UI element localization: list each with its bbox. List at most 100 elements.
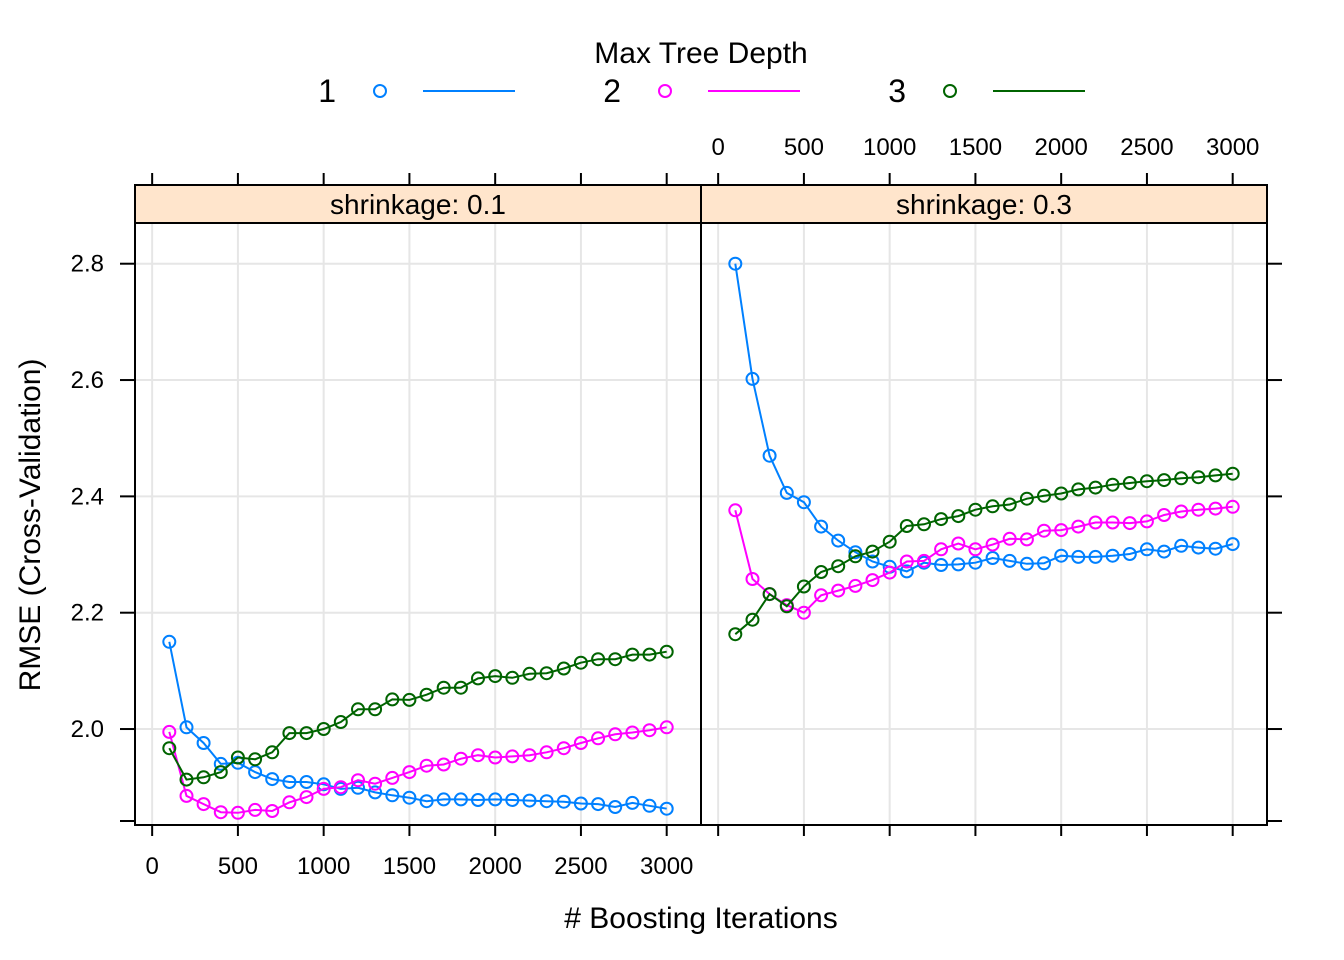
data-point-depth-1 <box>265 772 280 787</box>
series-line-depth-3 <box>168 650 667 781</box>
data-point-depth-1 <box>1139 542 1154 557</box>
data-point-depth-1 <box>728 256 743 271</box>
data-point-depth-2 <box>1019 532 1034 547</box>
y-tick-label: 2.4 <box>71 483 104 510</box>
data-point-depth-3 <box>1037 488 1051 503</box>
data-point-depth-2 <box>282 795 297 810</box>
series-line-depth-2 <box>734 505 1233 614</box>
data-point-depth-3 <box>162 741 177 756</box>
data-point-depth-3 <box>1002 497 1017 512</box>
data-point-depth-1 <box>419 794 434 809</box>
data-point-depth-3 <box>779 599 794 614</box>
data-point-depth-2 <box>831 583 846 598</box>
data-point-depth-3 <box>471 671 485 686</box>
data-point-depth-3 <box>522 666 537 681</box>
data-point-depth-1 <box>1071 549 1086 564</box>
data-point-depth-2 <box>1002 531 1017 546</box>
y-tick-label: 2.0 <box>71 716 104 743</box>
panel-strip-label: shrinkage: 0.3 <box>896 189 1072 220</box>
data-point-depth-2 <box>1088 515 1103 530</box>
panels: shrinkage: 0.1 shrinkage: 0.3 <box>134 184 1268 826</box>
data-point-depth-1 <box>1122 547 1137 561</box>
data-point-depth-3 <box>968 502 983 517</box>
data-point-depth-1 <box>402 790 417 805</box>
panel-frame <box>700 222 1268 826</box>
data-point-depth-1 <box>179 720 194 735</box>
data-point-depth-2 <box>865 573 880 588</box>
data-point-depth-3 <box>333 715 348 729</box>
data-point-depth-1 <box>1157 544 1172 559</box>
data-point-depth-3 <box>985 499 1000 514</box>
data-point-depth-3 <box>591 652 606 667</box>
data-point-depth-2 <box>1208 501 1223 516</box>
data-point-depth-1 <box>488 792 503 807</box>
data-point-depth-3 <box>230 750 245 765</box>
data-point-depth-1 <box>848 545 863 560</box>
data-point-depth-2 <box>934 542 949 557</box>
data-point-depth-2 <box>1174 504 1189 519</box>
data-point-depth-2 <box>265 804 280 818</box>
data-point-depth-1 <box>471 793 485 807</box>
data-point-depth-1 <box>453 792 468 807</box>
data-point-depth-2 <box>814 588 829 603</box>
data-point-depth-2 <box>968 542 983 557</box>
data-point-depth-3 <box>488 669 503 684</box>
data-point-depth-1 <box>814 519 829 534</box>
x-tick-label-top: 0 <box>711 134 724 161</box>
data-point-depth-2 <box>985 537 1000 552</box>
data-point-depth-3 <box>1122 476 1137 490</box>
data-point-depth-1 <box>779 485 794 500</box>
data-point-depth-1 <box>1105 548 1120 563</box>
data-point-depth-2 <box>625 725 640 740</box>
data-point-depth-3 <box>505 670 520 685</box>
data-point-depth-1 <box>642 798 657 813</box>
data-point-depth-2 <box>1122 516 1137 531</box>
data-point-depth-1 <box>659 801 674 816</box>
panel-strip <box>700 184 1268 224</box>
data-point-depth-3 <box>831 559 846 574</box>
data-point-depth-2 <box>368 776 383 791</box>
data-point-depth-1 <box>368 785 383 800</box>
data-point-depth-3 <box>934 512 949 527</box>
data-point-depth-3 <box>659 644 674 659</box>
data-point-depth-2 <box>436 757 451 772</box>
x-tick-label: 0 <box>145 853 158 880</box>
data-point-depth-3 <box>1088 480 1103 495</box>
data-point-depth-1 <box>282 775 297 789</box>
data-point-depth-3 <box>213 765 228 780</box>
data-point-depth-1 <box>762 448 777 463</box>
data-point-depth-2 <box>248 802 263 817</box>
data-point-depth-2 <box>299 790 314 805</box>
y-tick-label: 2.6 <box>71 367 104 394</box>
data-point-depth-3 <box>814 565 829 579</box>
data-point-depth-3 <box>282 726 297 741</box>
data-point-depth-3 <box>762 587 777 602</box>
data-point-depth-1 <box>351 780 365 795</box>
data-point-depth-3 <box>248 752 263 767</box>
x-tick-label-top: 2000 <box>1034 134 1087 161</box>
data-point-depth-1 <box>436 792 451 807</box>
y-axis-title: RMSE (Cross-Validation) <box>14 359 47 692</box>
data-point-depth-2 <box>899 554 914 569</box>
x-tick-label-top: 1000 <box>863 134 916 161</box>
data-point-depth-1 <box>608 800 623 814</box>
data-point-depth-2 <box>385 770 400 785</box>
data-point-depth-2 <box>591 731 606 746</box>
data-point-depth-1 <box>1088 549 1103 564</box>
data-point-depth-1 <box>299 775 314 789</box>
data-point-depth-3 <box>1105 477 1120 492</box>
data-point-depth-1 <box>573 796 588 811</box>
data-point-depth-1 <box>1019 556 1034 571</box>
data-point-depth-2 <box>488 750 503 765</box>
data-point-depth-2 <box>882 565 897 580</box>
data-point-depth-2 <box>505 749 520 764</box>
data-point-depth-3 <box>1054 486 1069 501</box>
data-point-depth-2 <box>642 723 657 738</box>
series-line-depth-1 <box>734 263 1233 573</box>
data-point-depth-3 <box>1208 468 1223 483</box>
data-point-depth-2 <box>196 797 211 812</box>
y-tick-label: 2.8 <box>71 251 104 278</box>
data-point-depth-3 <box>436 680 451 695</box>
data-point-depth-3 <box>951 509 966 524</box>
data-point-depth-3 <box>453 680 468 695</box>
